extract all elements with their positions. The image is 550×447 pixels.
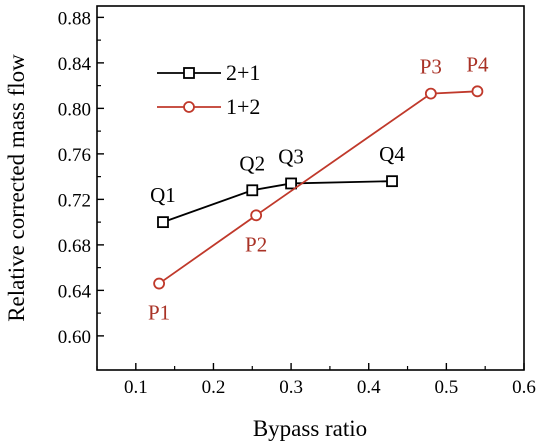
y-tick-label: 0.84 <box>58 54 92 75</box>
y-tick-label: 0.80 <box>58 99 91 120</box>
data-point-P3 <box>424 87 437 100</box>
data-point-P4 <box>471 85 484 98</box>
point-label-Q1: Q1 <box>150 183 176 207</box>
data-point-Q3 <box>285 177 297 190</box>
series-line-2+1 <box>162 180 393 223</box>
axis-ticks: 0.1 0.2 0.3 0.4 0.5 0.6 0.60 0.64 0.68 0.72 0.76 0.… <box>58 8 536 398</box>
legend-marker-2+1 <box>183 67 195 79</box>
y-tick-label: 0.64 <box>58 281 92 302</box>
legend: 2+11+2 <box>157 60 260 119</box>
x-tick-label: 0.1 <box>124 377 148 398</box>
point-label-Q2: Q2 <box>239 151 265 175</box>
x-tick-label: 0.4 <box>357 377 381 398</box>
legend-label-1+2: 1+2 <box>226 94 260 119</box>
point-label-P4: P4 <box>466 52 489 76</box>
x-tick-label: 0.3 <box>279 377 303 398</box>
series-layer: Q1 Q2 Q3 Q4 P1 P2 P3 P4 <box>148 52 489 324</box>
point-label-Q4: Q4 <box>379 142 405 166</box>
x-tick-label: 0.5 <box>434 377 458 398</box>
y-tick-label: 0.60 <box>58 327 91 348</box>
x-axis-title: Bypass ratio <box>253 416 367 441</box>
data-point-Q1 <box>157 216 169 229</box>
point-label-P1: P1 <box>148 301 170 325</box>
point-label-P3: P3 <box>420 55 442 79</box>
legend-marker-1+2 <box>183 101 195 113</box>
data-point-Q4 <box>386 175 398 188</box>
x-tick-label: 0.2 <box>202 377 226 398</box>
legend-label-2+1: 2+1 <box>226 60 260 85</box>
point-label-Q3: Q3 <box>278 144 304 168</box>
data-point-P1 <box>153 277 166 290</box>
point-label-P2: P2 <box>245 232 267 256</box>
y-tick-label: 0.68 <box>58 236 91 257</box>
x-tick-label: 0.6 <box>512 377 536 398</box>
series-line-1+2 <box>158 90 478 285</box>
y-axis-title: Relative corrected mass flow <box>4 54 29 322</box>
data-point-P2 <box>250 209 263 222</box>
y-tick-label: 0.76 <box>58 145 91 166</box>
y-tick-label: 0.72 <box>58 190 91 211</box>
plot-area-frame <box>96 5 525 371</box>
y-tick-label: 0.88 <box>58 8 91 29</box>
data-point-Q2 <box>246 184 259 197</box>
